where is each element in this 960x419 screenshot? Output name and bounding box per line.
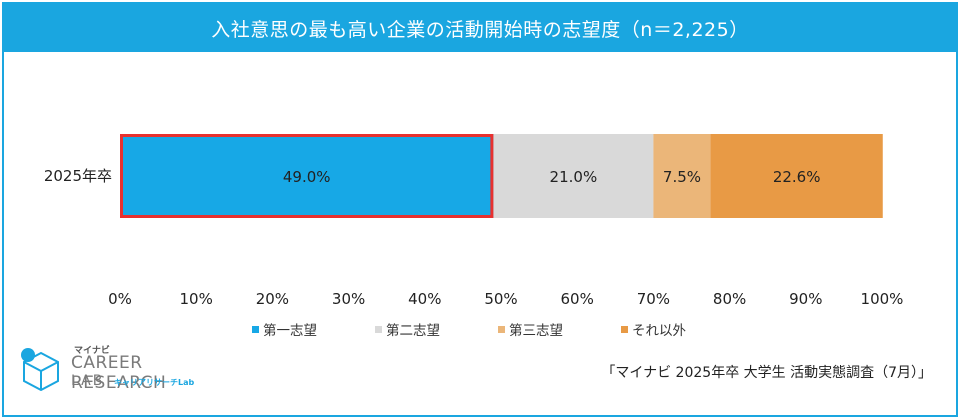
x-tick-label: 0%: [108, 290, 132, 308]
x-tick-label: 30%: [332, 290, 365, 308]
x-tick-label: 70%: [637, 290, 670, 308]
logo-brand-sub: キャリアリサーチLab: [114, 378, 195, 387]
logo-brand-lab: LAB: [71, 373, 105, 389]
logo-brand-small: マイナビ: [74, 346, 110, 356]
legend-swatch: [498, 325, 505, 333]
legend-item-third-choice: 第三志望: [498, 319, 563, 339]
category-label: 2025年卒: [44, 167, 112, 185]
legend-item-second-choice: 第二志望: [375, 319, 440, 339]
chart-title: 入社意思の最も高い企業の活動開始時の志望度（n＝2,225）: [4, 4, 956, 52]
logo-brand-main: CAREER RESEARCH: [71, 353, 167, 393]
bar-segment: [653, 134, 711, 218]
x-tick-label: 10%: [180, 290, 213, 308]
highlight-outline: [120, 134, 494, 218]
x-tick-label: 90%: [789, 290, 822, 308]
bar-segment: [120, 134, 494, 218]
x-tick-label: 20%: [256, 290, 289, 308]
legend-label: 第一志望: [263, 323, 317, 339]
legend-label: 第二志望: [386, 323, 440, 339]
chart-legend: 第一志望 第二志望 第三志望 それ以外: [252, 319, 686, 339]
logo-cube-icon: [21, 348, 59, 391]
data-label: 22.6%: [773, 168, 821, 186]
data-label: 21.0%: [550, 168, 598, 186]
legend-item-other: それ以外: [621, 319, 686, 339]
bar-segment: [493, 134, 654, 218]
legend-label: それ以外: [632, 323, 686, 339]
bar-segment: [710, 134, 883, 218]
x-tick-label: 80%: [713, 290, 746, 308]
source-note: 「マイナビ 2025年卒 大学生 活動実態調査（7月）」: [601, 365, 932, 381]
data-label: 7.5%: [663, 168, 701, 186]
legend-swatch: [621, 325, 628, 333]
x-tick-label: 50%: [484, 290, 517, 308]
chart-plot: 2025年卒 49.0% 21.0% 7.5% 22.6% 0% 10% 20% 30% 40% 5…: [44, 134, 904, 308]
legend-label: 第三志望: [509, 323, 563, 339]
data-label: 49.0%: [283, 168, 331, 186]
x-tick-label: 60%: [561, 290, 594, 308]
legend-swatch: [252, 325, 259, 333]
career-research-lab-logo: マイナビ CAREER RESEARCH LAB キャリアリサーチLab: [18, 343, 228, 393]
legend-item-first-choice: 第一志望: [252, 319, 317, 339]
legend-swatch: [375, 325, 382, 333]
x-tick-label: 100%: [861, 290, 904, 308]
x-tick-label: 40%: [408, 290, 441, 308]
